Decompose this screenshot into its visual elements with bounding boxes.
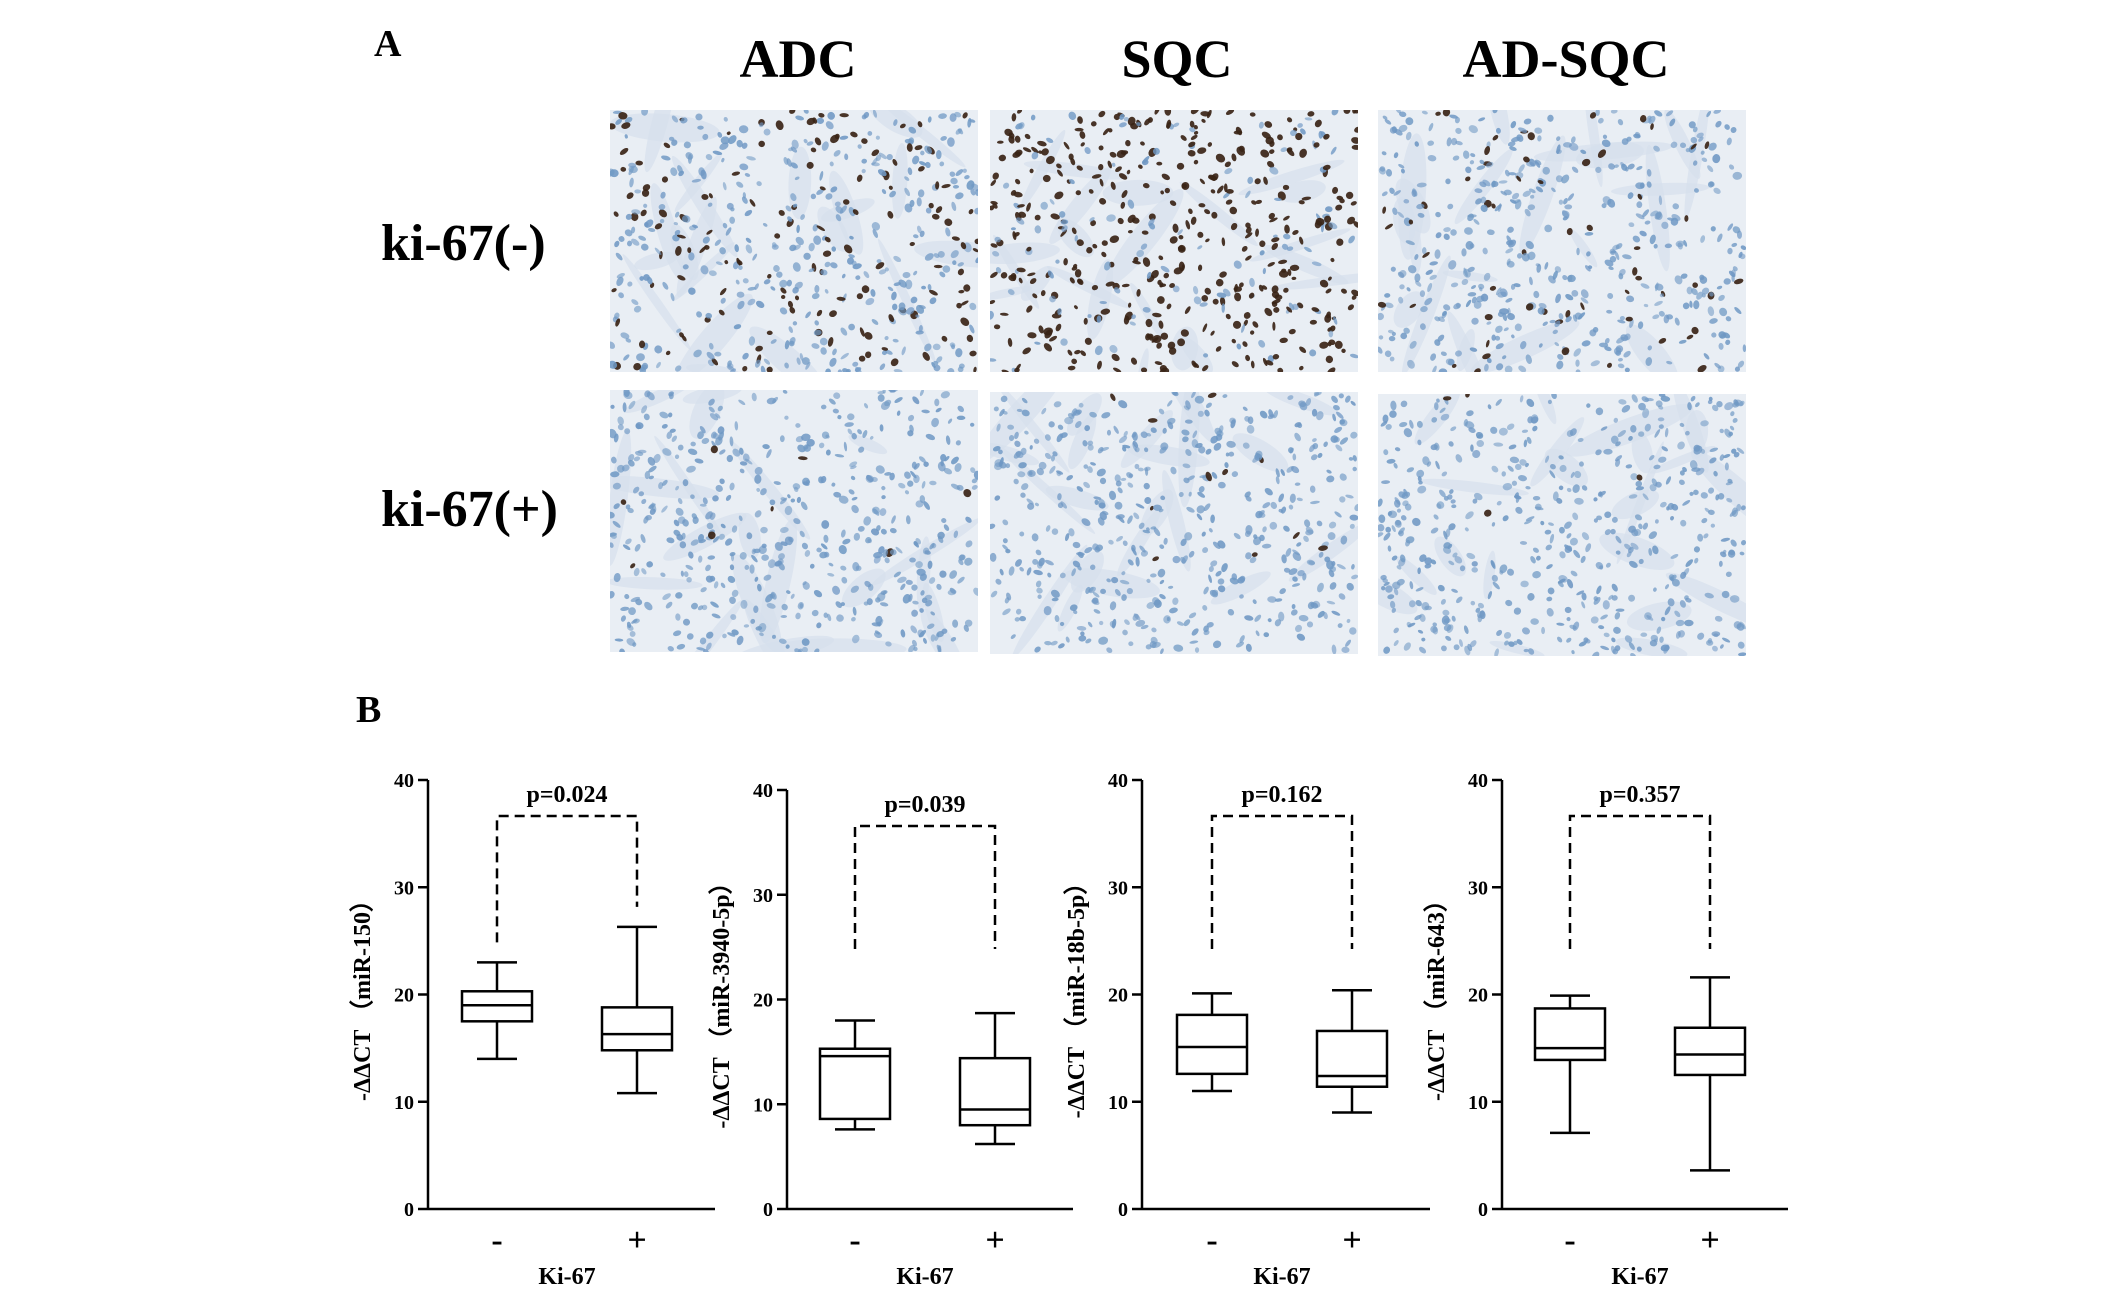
micrograph-sqc-ki67-negative — [990, 110, 1358, 372]
significance-bracket — [1568, 814, 1712, 949]
micrograph-adc-ki67-positive — [610, 390, 978, 652]
y-tick-label: 40 — [394, 770, 414, 792]
x-category-label: - — [849, 1222, 860, 1259]
y-axis-label: -ΔΔCT （miR-150） — [349, 888, 376, 1101]
column-header-adc: ADC — [739, 29, 857, 89]
panel-a-letter: A — [374, 23, 402, 65]
x-category-label: + — [985, 1222, 1004, 1259]
p-value-label: p=0.024 — [526, 782, 607, 808]
y-tick-label: 10 — [1468, 1092, 1488, 1114]
significance-bracket — [853, 824, 997, 949]
micrograph-sqc-ki67-positive — [990, 392, 1358, 654]
y-axis-label: -ΔΔCT （miR-3940-5p） — [708, 870, 735, 1128]
iqr-box — [1315, 1029, 1389, 1088]
box-negative — [460, 961, 534, 1061]
box-plot-2: 0 10 20 30 40 -ΔΔCT （miR-3940-5p） - + Ki-67 p=0.0… — [708, 780, 1073, 1290]
iqr-box — [600, 1006, 674, 1052]
box-positive — [958, 1011, 1032, 1146]
iqr-box — [1533, 1007, 1607, 1062]
x-axis-label: Ki-67 — [538, 1264, 595, 1290]
y-tick-label: 40 — [753, 780, 773, 802]
y-tick-label: 0 — [1478, 1199, 1488, 1221]
iqr-box — [1175, 1013, 1249, 1076]
column-header-sqc: SQC — [1121, 29, 1233, 89]
y-tick-label: 0 — [404, 1199, 414, 1221]
iqr-box — [958, 1056, 1032, 1127]
y-tick-label: 40 — [1108, 770, 1128, 792]
box-positive — [1315, 988, 1389, 1114]
y-tick-label: 0 — [763, 1199, 773, 1221]
y-tick-label: 20 — [394, 985, 414, 1007]
y-tick-label: 10 — [394, 1092, 414, 1114]
y-tick-label: 20 — [1108, 985, 1128, 1007]
x-axis-label: Ki-67 — [896, 1264, 953, 1290]
y-axis-label: -ΔΔCT （miR-18b-5p） — [1063, 871, 1090, 1119]
y-tick-label: 30 — [394, 877, 414, 899]
x-axis-label: Ki-67 — [1611, 1264, 1668, 1290]
y-tick-label: 10 — [1108, 1092, 1128, 1114]
box-plot-1: 0 10 20 30 40 -ΔΔCT （miR-150） - + Ki-67 p=0.024 — [349, 770, 715, 1290]
box-negative — [818, 1019, 892, 1131]
p-value-label: p=0.357 — [1599, 782, 1680, 808]
row-label-ki67-positive: ki-67(+) — [381, 481, 558, 538]
box-negative — [1533, 994, 1607, 1135]
p-value-label: p=0.039 — [884, 792, 965, 818]
box-positive — [1673, 976, 1747, 1172]
y-tick-label: 10 — [753, 1094, 773, 1116]
x-category-label: + — [1342, 1222, 1361, 1259]
p-value-label: p=0.162 — [1241, 782, 1322, 808]
iqr-box — [1673, 1026, 1747, 1077]
micrograph-adc-ki67-negative — [610, 110, 978, 372]
x-category-label: - — [1564, 1222, 1575, 1259]
x-category-label: - — [491, 1222, 502, 1259]
significance-bracket — [495, 814, 639, 943]
iqr-box — [818, 1047, 892, 1121]
significance-bracket — [1210, 814, 1354, 949]
panel-b-letter: B — [356, 689, 382, 731]
column-header-ad-sqc: AD-SQC — [1462, 29, 1670, 89]
y-tick-label: 30 — [1468, 877, 1488, 899]
box-plot-4: 0 10 20 30 40 -ΔΔCT （miR-643） - + Ki-67 p=0.357 — [1423, 770, 1788, 1290]
x-category-label: + — [627, 1222, 646, 1259]
box-negative — [1175, 992, 1249, 1093]
micrograph-ad-sqc-ki67-positive — [1378, 394, 1746, 656]
y-tick-label: 30 — [753, 885, 773, 907]
y-tick-label: 20 — [753, 990, 773, 1012]
y-tick-label: 0 — [1118, 1199, 1128, 1221]
x-category-label: + — [1700, 1222, 1719, 1259]
box-positive — [600, 925, 674, 1095]
y-tick-label: 20 — [1468, 985, 1488, 1007]
x-axis-label: Ki-67 — [1253, 1264, 1310, 1290]
y-tick-label: 30 — [1108, 877, 1128, 899]
box-plot-3: 0 10 20 30 40 -ΔΔCT （miR-18b-5p） - + Ki-67 p=0.16… — [1063, 770, 1430, 1290]
y-tick-label: 40 — [1468, 770, 1488, 792]
y-axis-label: -ΔΔCT （miR-643） — [1423, 888, 1450, 1101]
micrograph-ad-sqc-ki67-negative — [1378, 110, 1746, 372]
x-category-label: - — [1206, 1222, 1217, 1259]
row-label-ki67-negative: ki-67(-) — [381, 215, 546, 272]
